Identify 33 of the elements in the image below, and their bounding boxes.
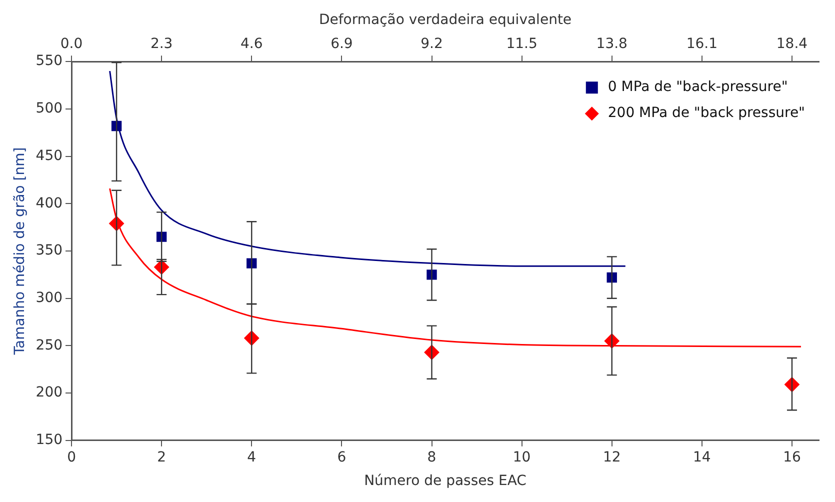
line-series (109, 188, 802, 348)
x2-tick-label: 16.1 (686, 36, 718, 52)
x2-tick-label: 9.2 (420, 36, 443, 52)
y-tick-label: 300 (36, 290, 63, 306)
x-tick-label: 10 (512, 449, 531, 466)
x-tick-label: 8 (427, 449, 436, 466)
legend-label: 0 MPa de "back-pressure" (608, 79, 788, 96)
x2-tick-label: 2.3 (150, 36, 173, 52)
x2-tick-label: 0.0 (60, 36, 83, 52)
y-tick-label: 400 (36, 195, 63, 212)
y-tick-label: 350 (36, 242, 63, 259)
x-tick-label: 6 (337, 449, 346, 466)
y-tick-label: 150 (36, 432, 63, 448)
x-tick-label: 12 (602, 449, 621, 466)
x2-tick-label: 6.9 (330, 36, 353, 52)
x-tick-label: 0 (67, 449, 76, 466)
y-tick-label: 500 (36, 100, 63, 117)
y-tick-label: 550 (36, 53, 63, 70)
x-tick-label: 4 (247, 449, 256, 466)
x-tick-label: 16 (783, 449, 801, 466)
y-tick-label: 450 (36, 148, 63, 164)
x-tick-label: 14 (693, 449, 711, 466)
y-tick-label: 200 (36, 384, 63, 401)
y-tick-label: 250 (36, 337, 63, 354)
x-axis-title: Número de passes EAC (364, 473, 527, 490)
y-axis-title: Tamanho médio de grão [nm] (12, 147, 28, 356)
x2-tick-label: 18.4 (776, 36, 808, 52)
x-tick-label: 2 (157, 449, 166, 466)
legend-label: 200 MPa de "back pressure" (608, 105, 806, 122)
x2-tick-label: 11.5 (506, 36, 538, 52)
x2-axis-title: Deformação verdadeira equivalente (318, 12, 572, 28)
x2-tick-label: 13.8 (596, 36, 628, 52)
x2-tick-label: 4.6 (240, 36, 263, 52)
